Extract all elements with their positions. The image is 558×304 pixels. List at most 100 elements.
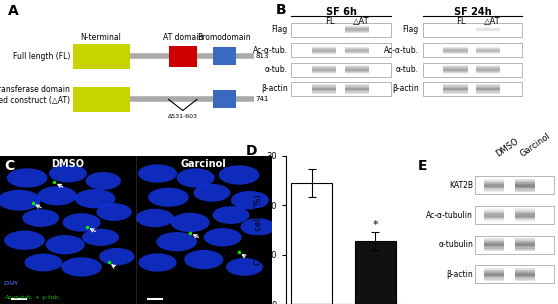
- Bar: [484, 246, 504, 247]
- Bar: [312, 90, 336, 91]
- Bar: [444, 85, 468, 87]
- Text: AT domain: AT domain: [162, 33, 203, 42]
- Ellipse shape: [226, 258, 263, 276]
- Bar: [312, 89, 336, 90]
- Bar: [484, 184, 504, 186]
- Bar: [476, 67, 501, 68]
- Bar: [345, 50, 369, 52]
- Bar: [484, 211, 504, 213]
- Bar: [515, 216, 535, 218]
- Bar: [312, 73, 336, 74]
- Bar: [345, 54, 369, 55]
- Bar: [515, 244, 535, 246]
- Bar: [422, 22, 522, 37]
- Bar: [475, 236, 554, 254]
- Ellipse shape: [82, 229, 119, 246]
- Bar: [312, 67, 336, 68]
- Bar: [312, 68, 336, 70]
- Bar: [312, 54, 336, 55]
- Text: Ac-α-tub. + γ-tub.: Ac-α-tub. + γ-tub.: [4, 295, 61, 299]
- Ellipse shape: [148, 188, 189, 207]
- Bar: [515, 249, 535, 251]
- Bar: [476, 86, 501, 88]
- Bar: [484, 219, 504, 222]
- Bar: [484, 270, 504, 272]
- Bar: [476, 70, 501, 71]
- Ellipse shape: [37, 186, 76, 206]
- Text: A: A: [8, 5, 18, 19]
- Bar: [444, 86, 468, 88]
- Ellipse shape: [99, 248, 134, 265]
- Bar: [444, 66, 468, 67]
- Bar: [476, 73, 501, 74]
- Bar: [345, 33, 369, 34]
- Bar: [476, 68, 501, 70]
- Bar: [213, 91, 236, 108]
- Text: 813: 813: [256, 53, 269, 59]
- Bar: [484, 181, 504, 183]
- Bar: [312, 33, 336, 34]
- Text: 741: 741: [256, 96, 269, 102]
- Ellipse shape: [176, 168, 215, 188]
- Bar: [476, 66, 501, 67]
- Bar: [484, 208, 504, 210]
- Bar: [345, 70, 369, 71]
- Bar: [484, 215, 504, 216]
- Bar: [444, 27, 468, 29]
- Bar: [515, 217, 535, 219]
- Bar: [345, 47, 369, 48]
- Bar: [291, 43, 391, 57]
- Bar: [484, 218, 504, 220]
- Ellipse shape: [4, 231, 45, 250]
- Bar: [312, 88, 336, 89]
- Text: Garcinol: Garcinol: [518, 131, 552, 159]
- Bar: [515, 188, 535, 189]
- Bar: [73, 44, 129, 69]
- Bar: [312, 29, 336, 31]
- Ellipse shape: [49, 164, 87, 182]
- Bar: [312, 27, 336, 29]
- Bar: [355, 241, 396, 304]
- Bar: [476, 46, 501, 47]
- Bar: [345, 90, 369, 91]
- Bar: [515, 209, 535, 212]
- Bar: [484, 275, 504, 277]
- Bar: [345, 92, 369, 94]
- Bar: [345, 25, 369, 26]
- Text: DMSO: DMSO: [51, 159, 84, 169]
- Bar: [345, 67, 369, 68]
- Text: Flag: Flag: [402, 25, 419, 34]
- Bar: [444, 67, 468, 68]
- Bar: [484, 240, 504, 243]
- Bar: [476, 89, 501, 90]
- Bar: [345, 71, 369, 72]
- Text: Bromodomain: Bromodomain: [198, 33, 251, 42]
- Bar: [345, 51, 369, 53]
- Bar: [484, 249, 504, 251]
- Bar: [345, 31, 369, 32]
- Bar: [312, 66, 336, 67]
- Bar: [444, 31, 468, 32]
- Bar: [444, 91, 468, 92]
- Text: Acetyltransferase domain
deleted construct (△AT): Acetyltransferase domain deleted constru…: [0, 85, 70, 105]
- Text: FL: FL: [456, 17, 466, 26]
- Ellipse shape: [25, 254, 62, 271]
- Bar: [484, 242, 504, 244]
- Text: α-tubulin: α-tubulin: [438, 240, 473, 249]
- Bar: [444, 68, 468, 70]
- Bar: [476, 27, 501, 29]
- Bar: [484, 217, 504, 219]
- Bar: [345, 28, 369, 30]
- Ellipse shape: [138, 164, 177, 183]
- Bar: [169, 46, 197, 67]
- Bar: [312, 53, 336, 54]
- Ellipse shape: [62, 213, 100, 232]
- Bar: [345, 84, 369, 85]
- Bar: [515, 239, 535, 241]
- Bar: [484, 278, 504, 280]
- Bar: [345, 46, 369, 47]
- Text: Ac-α-tubulin: Ac-α-tubulin: [426, 211, 473, 219]
- Text: Ac-α-tub.: Ac-α-tub.: [384, 46, 419, 55]
- Ellipse shape: [75, 189, 116, 208]
- Bar: [515, 219, 535, 222]
